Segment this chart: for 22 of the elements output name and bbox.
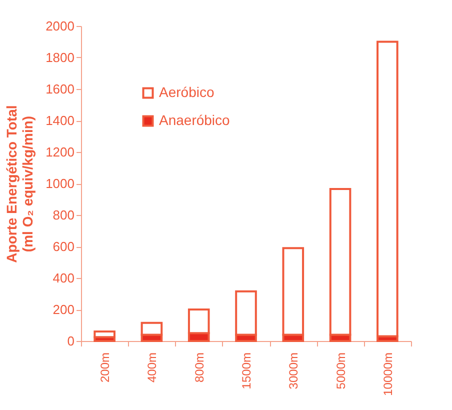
x-tick-label: 400m [145, 352, 160, 383]
legend-label: Aeróbico [159, 84, 214, 100]
y-tick-label: 1200 [46, 144, 74, 160]
y-tick-label: 1800 [46, 50, 74, 65]
y-axis-title: Aporte Energético Total (ml O₂ equiv/kg/min) [4, 105, 36, 263]
x-tick-label: 5000m [334, 352, 348, 390]
y-tick-label: 200 [52, 302, 74, 317]
x-tick-label: 200m [98, 352, 112, 383]
y-tick-label: 600 [52, 239, 74, 254]
y-tick-label: 2000 [46, 18, 74, 34]
x-tick-label: 10000m [380, 352, 395, 396]
legend-label: Anaeróbico [159, 112, 230, 128]
y-tick-label: 400 [52, 270, 74, 286]
x-tick-label: 1500m [240, 352, 254, 390]
bar [94, 330, 116, 338]
x-tick-label: 3000m [286, 352, 301, 390]
y-tick-label: 800 [52, 208, 74, 222]
x-tick-label: 800m [192, 352, 206, 383]
y-tick-label: 1400 [46, 113, 74, 128]
y-tick-label: 1600 [46, 82, 74, 96]
y-tick-label: 1000 [46, 176, 74, 191]
y-tick-label: 0 [67, 334, 74, 348]
